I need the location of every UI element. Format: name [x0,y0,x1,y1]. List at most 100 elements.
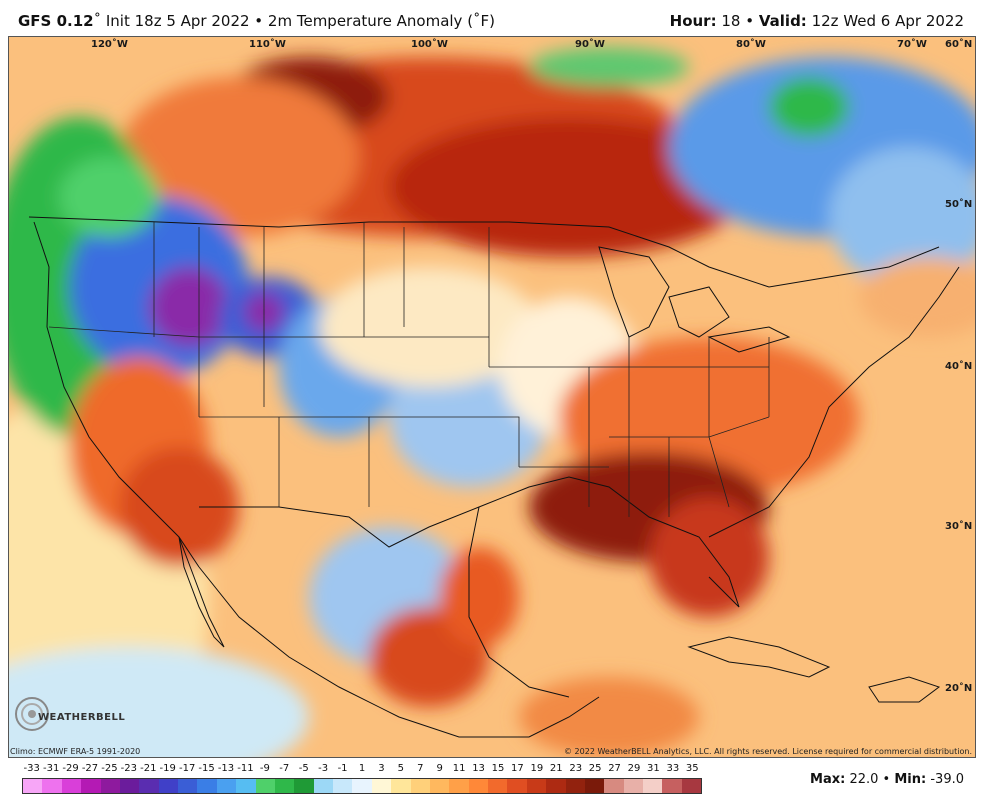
legend-swatch [371,779,392,793]
legend-swatch [100,779,120,793]
legend-tick: -25 [101,763,118,774]
legend-swatch [681,779,702,793]
legend-tick: -3 [318,763,329,774]
legend-color-bar [22,778,702,794]
lat-label-40n: 40˚N [945,360,972,372]
valid-time: Hour: 18 • Valid: 12z Wed 6 Apr 2022 [670,12,964,30]
legend-swatch [429,779,450,793]
legend-swatch [449,779,469,793]
legend-tick: 7 [417,763,424,774]
legend-swatch [623,779,643,793]
legend-swatch [158,779,178,793]
weatherbell-logo: WEATHERBELL [12,694,125,742]
legend-tick: 5 [397,763,405,774]
logo-text: WEATHERBELL [38,712,126,723]
legend-swatch [178,779,198,793]
legend-swatch [294,779,314,793]
legend-swatch [197,779,217,793]
legend-tick: -19 [159,763,176,774]
legend-tick: 13 [472,763,485,774]
valid-label: Valid: [758,12,807,30]
legend-tick: 29 [627,763,641,774]
lon-label-90w: 90˚W [575,38,605,50]
legend-tick: -13 [217,763,235,774]
legend-tick: -23 [120,763,138,774]
legend-tick: 35 [685,763,699,774]
legend-tick: -27 [81,763,99,774]
legend-swatch [255,779,275,793]
legend-swatch [584,779,605,793]
lon-label-70w: 70˚W [897,38,927,50]
lat-label-30n: 30˚N [945,520,972,532]
legend-swatch [333,779,353,793]
min-value: -39.0 [930,772,964,787]
legend-tick: -11 [237,763,254,774]
init-info: ˚ Init 18z 5 Apr 2022 • 2m Temperature A… [93,12,496,30]
legend-swatch [546,779,566,793]
max-min-stats: Max: 22.0 • Min: -39.0 [810,772,964,787]
legend-swatch [507,779,527,793]
header-bar: GFS 0.12˚ Init 18z 5 Apr 2022 • 2m Tempe… [0,0,984,36]
legend-tick: -5 [298,763,309,774]
legend-tick: 1 [358,763,366,774]
legend-swatch [236,779,256,793]
max-value: 22.0 [849,772,879,787]
legend-tick: -1 [337,763,348,774]
legend-tick: 15 [491,763,505,774]
legend-tick: 31 [647,763,660,774]
legend-swatch [391,779,411,793]
legend-tick: 21 [549,763,563,774]
hour-value: 18 [721,12,741,30]
valid-value: 12z Wed 6 Apr 2022 [811,12,964,30]
legend-tick-labels: -33 -31 -29 -27 -25 -23 -21 -19 -17 -15 -13 -11 -9 -7… [10,763,710,777]
state-boundaries [48,222,770,517]
legend-swatch [81,779,101,793]
legend-tick: -15 [198,763,215,774]
legend-tick: 23 [569,763,583,774]
lon-label-120w: 120˚W [91,38,128,50]
stats-separator: • [882,772,891,787]
max-label: Max: [810,772,846,787]
anomaly-field [9,47,975,757]
legend-swatch [274,779,295,793]
legend-tick: 27 [608,763,621,774]
climo-note: Climo: ECMWF ERA-5 1991-2020 [10,747,141,756]
logo-swirl-icon [15,697,49,731]
political-boundaries [28,216,960,738]
lon-label-80w: 80˚W [736,38,766,50]
legend-tick: -21 [140,763,157,774]
legend-tick: -7 [279,763,290,774]
lon-label-100w: 100˚W [411,38,448,50]
legend-swatch [23,779,43,793]
legend-swatch [410,779,430,793]
legend-tick: 11 [452,763,466,774]
legend-swatch [526,779,547,793]
legend-tick: 3 [378,763,385,774]
legend-tick: 9 [436,763,443,774]
legend-swatch [352,779,372,793]
legend-swatch [565,779,585,793]
legend-swatch [468,779,488,793]
legend-swatch [488,779,508,793]
legend-tick: -17 [178,763,196,774]
legend-tick: -33 [23,763,40,774]
legend-tick: -31 [42,763,60,774]
legend-swatch [61,779,82,793]
hour-label: Hour: [669,12,717,30]
legend-swatch [313,779,333,793]
lon-label-110w: 110˚W [249,38,286,50]
lat-label-20n: 20˚N [945,682,972,694]
legend-swatch [643,779,663,793]
map-canvas: 120˚W 110˚W 100˚W 90˚W 80˚W 70˚W 60˚N 50… [9,37,975,757]
lat-label-60n: 60˚N [945,38,972,50]
legend-swatch [662,779,682,793]
legend-swatch [139,779,159,793]
min-label: Min: [894,772,927,787]
temperature-anomaly-map: 120˚W 110˚W 100˚W 90˚W 80˚W 70˚W 60˚N 50… [8,36,976,758]
bullet-separator: • [745,12,755,30]
model-name: GFS 0.12 [18,12,94,30]
legend-tick: 19 [530,763,544,774]
legend-tick: 33 [666,763,680,774]
copyright-note: © 2022 WeatherBELL Analytics, LLC. All r… [564,747,972,756]
legend-tick: 17 [511,763,524,774]
